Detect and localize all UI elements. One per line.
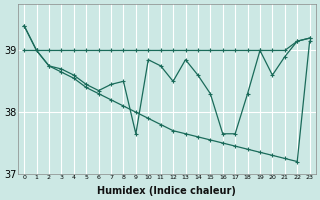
X-axis label: Humidex (Indice chaleur): Humidex (Indice chaleur) <box>98 186 236 196</box>
